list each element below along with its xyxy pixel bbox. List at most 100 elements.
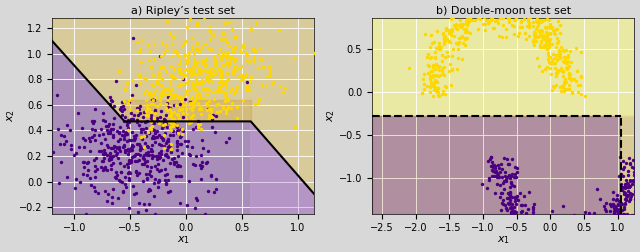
Point: [575, 218, 585, 222]
Point: [576, 75, 586, 79]
Point: [149, 42, 159, 46]
Point: [525, 234, 535, 238]
Point: [170, 50, 180, 54]
Point: [532, 217, 542, 221]
Point: [637, 169, 640, 173]
Point: [137, 38, 147, 42]
Point: [115, 148, 125, 152]
Point: [129, 134, 140, 138]
Point: [66, 143, 76, 147]
Point: [610, 208, 620, 212]
Point: [554, 235, 564, 239]
Point: [447, 29, 458, 33]
Point: [221, 96, 232, 100]
Point: [584, 227, 595, 231]
Point: [223, 77, 233, 81]
Point: [59, 223, 69, 227]
Point: [144, 107, 154, 111]
Point: [173, 131, 183, 135]
Point: [114, 69, 124, 73]
Point: [492, 182, 502, 186]
Point: [510, 199, 520, 203]
Point: [169, 67, 179, 71]
Point: [456, 24, 466, 28]
Point: [625, 179, 636, 183]
Point: [161, 154, 172, 158]
Point: [543, 239, 554, 243]
Point: [488, 169, 499, 173]
Point: [168, 96, 178, 100]
Point: [555, 31, 565, 35]
Point: [609, 225, 620, 229]
Point: [190, 163, 200, 167]
Point: [519, 194, 529, 198]
Point: [229, 35, 239, 39]
Point: [496, 208, 506, 212]
Point: [546, 224, 556, 228]
Point: [524, 25, 534, 29]
Point: [211, 103, 221, 107]
Point: [90, 175, 100, 179]
Point: [530, 224, 540, 228]
Point: [506, 194, 516, 198]
Point: [444, 69, 454, 73]
Point: [216, 54, 227, 58]
Point: [623, 156, 634, 160]
Point: [160, 173, 170, 177]
Point: [193, 60, 203, 64]
Point: [108, 187, 118, 191]
Point: [600, 207, 610, 211]
Point: [246, 75, 256, 79]
Point: [576, 242, 586, 246]
Point: [124, 165, 134, 169]
Point: [223, 105, 234, 109]
Point: [485, 157, 495, 161]
Point: [74, 180, 84, 184]
Point: [204, 113, 214, 117]
Point: [174, 116, 184, 120]
Point: [430, 78, 440, 82]
Point: [598, 228, 609, 232]
Point: [577, 243, 587, 247]
Point: [206, 80, 216, 84]
Point: [139, 134, 149, 138]
Point: [146, 110, 156, 114]
Point: [110, 175, 120, 179]
Point: [600, 223, 610, 227]
Point: [491, 169, 501, 173]
Point: [504, 175, 515, 179]
Point: [61, 139, 71, 143]
Point: [131, 152, 141, 156]
Point: [90, 107, 100, 111]
Point: [511, 8, 521, 12]
Point: [218, 80, 228, 84]
Point: [108, 135, 118, 139]
Point: [546, 73, 556, 77]
Point: [517, 25, 527, 29]
Point: [539, 37, 549, 41]
Point: [116, 113, 127, 117]
Point: [200, 77, 211, 81]
Point: [290, 125, 300, 129]
Point: [564, 72, 575, 76]
Point: [545, 26, 556, 30]
Point: [630, 162, 640, 166]
Point: [134, 104, 145, 108]
Point: [558, 69, 568, 73]
Point: [172, 51, 182, 55]
Point: [483, 159, 493, 163]
Point: [161, 113, 172, 117]
Point: [168, 130, 178, 134]
Point: [512, 166, 522, 170]
Point: [111, 153, 121, 157]
Point: [508, 206, 518, 210]
Point: [532, 20, 542, 24]
Point: [612, 211, 623, 215]
Point: [535, 43, 545, 47]
Point: [104, 131, 115, 135]
Point: [543, 57, 553, 61]
Point: [528, 205, 538, 209]
Point: [540, 18, 550, 22]
Point: [250, 21, 260, 25]
Point: [574, 234, 584, 238]
